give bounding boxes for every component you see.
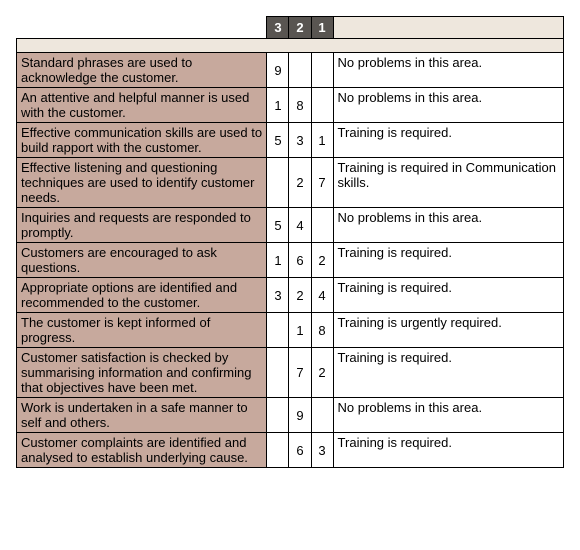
table-row: Inquiries and requests are responded to … <box>17 208 564 243</box>
table-row: Effective listening and questioning tech… <box>17 158 564 208</box>
table-row: Effective communication skills are used … <box>17 123 564 158</box>
score-1 <box>311 208 333 243</box>
score-1 <box>311 398 333 433</box>
assessment-comment: No problems in this area. <box>333 53 563 88</box>
score-1: 7 <box>311 158 333 208</box>
score-3 <box>267 433 289 468</box>
table-row: Appropriate options are identified and r… <box>17 278 564 313</box>
header-col-3: 3 <box>267 17 289 39</box>
score-2: 6 <box>289 243 311 278</box>
score-2: 6 <box>289 433 311 468</box>
assessment-comment: Training is required in Communication sk… <box>333 158 563 208</box>
table-row: Customer satisfaction is checked by summ… <box>17 348 564 398</box>
spacer-cell <box>17 39 564 53</box>
header-empty-right <box>333 17 563 39</box>
score-1: 1 <box>311 123 333 158</box>
assessment-comment: No problems in this area. <box>333 398 563 433</box>
assessment-comment: Training is required. <box>333 348 563 398</box>
score-1: 2 <box>311 348 333 398</box>
criteria-description: Customer satisfaction is checked by summ… <box>17 348 267 398</box>
criteria-description: Customer complaints are identified and a… <box>17 433 267 468</box>
assessment-comment: No problems in this area. <box>333 88 563 123</box>
score-3 <box>267 398 289 433</box>
table-row: Work is undertaken in a safe manner to s… <box>17 398 564 433</box>
assessment-comment: Training is required. <box>333 123 563 158</box>
criteria-description: Effective communication skills are used … <box>17 123 267 158</box>
score-2: 9 <box>289 398 311 433</box>
assessment-comment: No problems in this area. <box>333 208 563 243</box>
criteria-description: Effective listening and questioning tech… <box>17 158 267 208</box>
assessment-comment: Training is required. <box>333 278 563 313</box>
score-3: 5 <box>267 123 289 158</box>
assessment-comment: Training is urgently required. <box>333 313 563 348</box>
score-1: 2 <box>311 243 333 278</box>
score-3: 1 <box>267 243 289 278</box>
score-1 <box>311 53 333 88</box>
score-2: 2 <box>289 158 311 208</box>
table-row: Customers are encouraged to ask question… <box>17 243 564 278</box>
table-row: Customer complaints are identified and a… <box>17 433 564 468</box>
evaluation-table: 3 2 1 Standard phrases are used to ackno… <box>16 16 564 468</box>
score-2: 4 <box>289 208 311 243</box>
criteria-description: Appropriate options are identified and r… <box>17 278 267 313</box>
header-empty-left <box>17 17 267 39</box>
criteria-description: Customers are encouraged to ask question… <box>17 243 267 278</box>
score-2: 7 <box>289 348 311 398</box>
header-row: 3 2 1 <box>17 17 564 39</box>
score-3 <box>267 158 289 208</box>
score-3: 5 <box>267 208 289 243</box>
score-3 <box>267 313 289 348</box>
criteria-description: Work is undertaken in a safe manner to s… <box>17 398 267 433</box>
score-1: 8 <box>311 313 333 348</box>
score-1 <box>311 88 333 123</box>
score-1: 3 <box>311 433 333 468</box>
criteria-description: Inquiries and requests are responded to … <box>17 208 267 243</box>
score-1: 4 <box>311 278 333 313</box>
table-row: Standard phrases are used to acknowledge… <box>17 53 564 88</box>
table-row: An attentive and helpful manner is used … <box>17 88 564 123</box>
header-col-1: 1 <box>311 17 333 39</box>
spacer-row <box>17 39 564 53</box>
criteria-description: The customer is kept informed of progres… <box>17 313 267 348</box>
assessment-comment: Training is required. <box>333 243 563 278</box>
criteria-description: Standard phrases are used to acknowledge… <box>17 53 267 88</box>
score-3 <box>267 348 289 398</box>
score-2: 2 <box>289 278 311 313</box>
table-row: The customer is kept informed of progres… <box>17 313 564 348</box>
score-3: 3 <box>267 278 289 313</box>
score-2 <box>289 53 311 88</box>
score-2: 8 <box>289 88 311 123</box>
header-col-2: 2 <box>289 17 311 39</box>
score-2: 3 <box>289 123 311 158</box>
criteria-description: An attentive and helpful manner is used … <box>17 88 267 123</box>
score-3: 9 <box>267 53 289 88</box>
score-2: 1 <box>289 313 311 348</box>
score-3: 1 <box>267 88 289 123</box>
assessment-comment: Training is required. <box>333 433 563 468</box>
table-body: Standard phrases are used to acknowledge… <box>17 53 564 468</box>
